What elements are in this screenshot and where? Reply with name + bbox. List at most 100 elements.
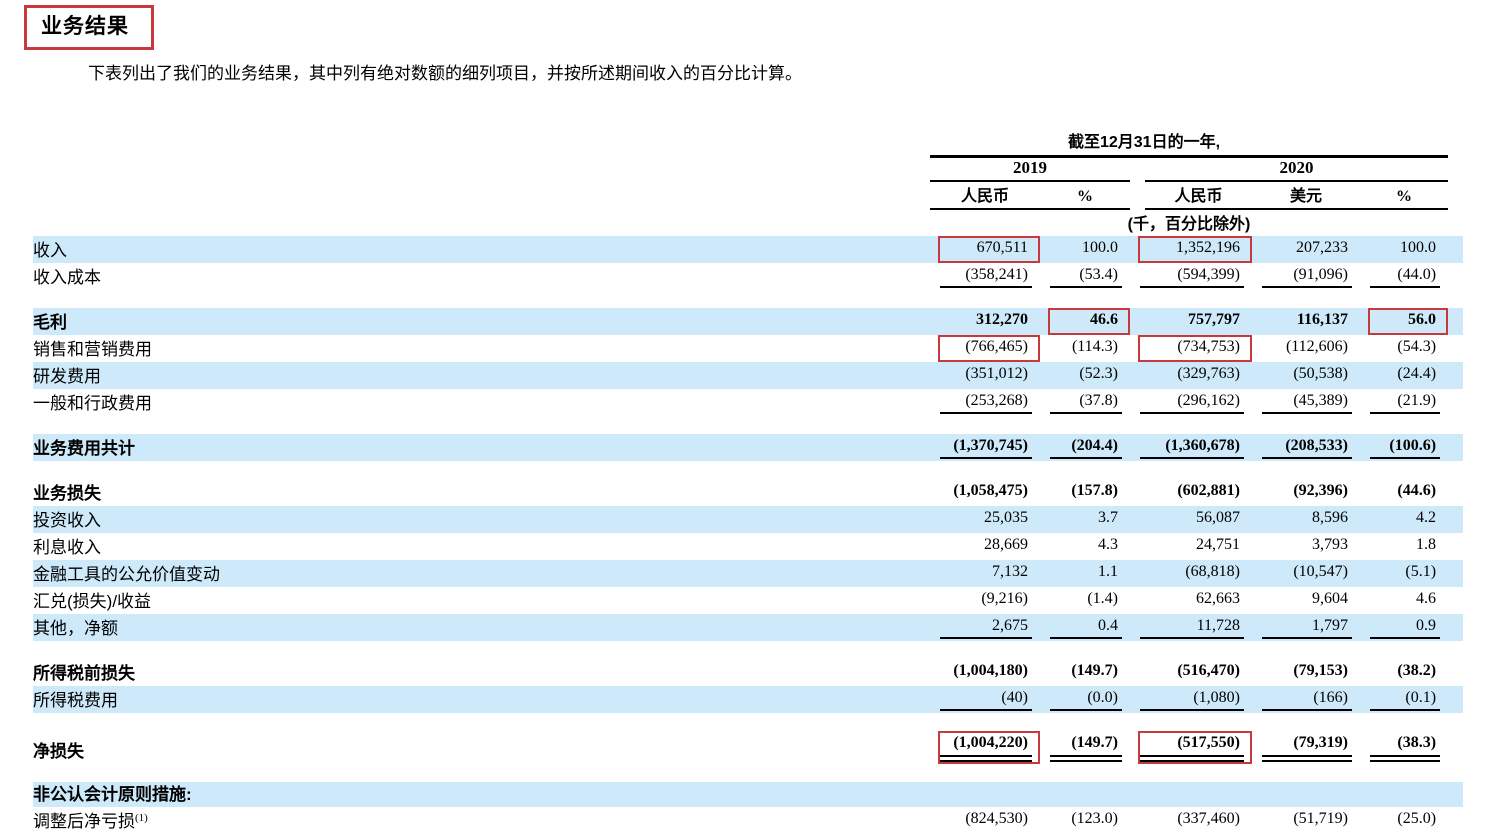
spacer-row	[33, 461, 1463, 479]
value-text: (208,533)	[1262, 436, 1352, 459]
value-cell: (44.6)	[1360, 479, 1448, 506]
value-box: (92,396)	[1260, 479, 1360, 506]
value-box: 207,233	[1260, 236, 1360, 263]
value-box: (1,360,678)	[1138, 434, 1252, 461]
table-row: 毛利 312,270 46.6 757,797 116,137 56.0	[33, 308, 1464, 335]
value-cell: (79,319)	[1252, 731, 1360, 764]
value-box: 0.9	[1368, 614, 1448, 641]
value-box: 4.6	[1368, 587, 1448, 614]
table-row: 研发费用 (351,012) (52.3) (329,763) (50,538) (24.…	[33, 362, 1464, 389]
value-cell: (123.0)	[1040, 807, 1130, 834]
value-cell: (5.1)	[1360, 560, 1448, 587]
row-label: 收入成本	[33, 268, 101, 287]
annotation-box: 46.6	[1048, 308, 1130, 335]
value-box: (824,530)	[938, 807, 1040, 834]
value-box: (149.7)	[1048, 659, 1130, 686]
value-box: (149.7)	[1048, 731, 1130, 764]
value-text: (123.0)	[1071, 810, 1118, 827]
value-cell: (329,763)	[1130, 362, 1252, 389]
col-header-rmb-2019: 人民币	[960, 188, 1009, 205]
value-text: 7,132	[992, 563, 1028, 580]
value-cell: (337,460)	[1130, 807, 1252, 834]
value-cell: 4.2	[1360, 506, 1448, 533]
value-text: 100.0	[1400, 239, 1437, 256]
value-text: 757,797	[1188, 311, 1240, 328]
intro-paragraph: 下表列出了我们的业务结果，其中列有绝对数额的细列项目，并按所述期间收入的百分比计…	[88, 64, 802, 83]
value-text: 28,669	[984, 536, 1028, 553]
table-row: 非公认会计原则措施:	[33, 782, 1464, 807]
value-box: 116,137	[1260, 308, 1360, 335]
value-text: (734,753)	[1177, 338, 1240, 355]
spacer-row	[33, 416, 1463, 434]
value-text: (329,763)	[1177, 365, 1240, 382]
value-box: (38.2)	[1368, 659, 1448, 686]
value-cell: (1,004,220)	[930, 731, 1040, 764]
row-pad	[1448, 587, 1463, 614]
value-cell: (0.1)	[1360, 686, 1448, 713]
value-cell	[1130, 782, 1252, 807]
value-text: (516,470)	[1177, 662, 1240, 679]
value-cell: (149.7)	[1040, 731, 1130, 764]
value-cell: (21.9)	[1360, 389, 1448, 416]
row-label: 一般和行政费用	[33, 394, 152, 413]
value-box: (37.8)	[1048, 389, 1130, 416]
row-label: 研发费用	[33, 367, 101, 386]
value-text: (351,012)	[965, 365, 1028, 382]
table-body: 收入 670,511 100.0 1,352,196 207,233 100.0 收入成本 (…	[33, 236, 1464, 834]
value-cell: (517,550)	[1130, 731, 1252, 764]
table-row: 销售和营销费用 (766,465) (114.3) (734,753) (112,606…	[33, 335, 1463, 362]
value-text: (1.4)	[1087, 590, 1118, 607]
annotation-box: (734,753)	[1138, 335, 1252, 362]
row-pad	[1448, 389, 1463, 416]
value-box	[938, 783, 1040, 807]
col-header-pct-2020: %	[1396, 188, 1412, 205]
value-cell: (37.8)	[1040, 389, 1130, 416]
value-box: 56,087	[1138, 506, 1252, 533]
value-box: (44.0)	[1368, 263, 1448, 290]
spacer-row	[33, 641, 1463, 659]
unit-note-row: (千，百分比除外)	[33, 210, 1463, 236]
value-text: (358,241)	[940, 265, 1032, 288]
table-row: 业务费用共计 (1,370,745) (204.4) (1,360,678) (208,…	[33, 434, 1464, 461]
value-box: 312,270	[938, 308, 1040, 335]
value-text: 312,270	[976, 311, 1028, 328]
row-pad	[1448, 533, 1463, 560]
value-text: (38.2)	[1397, 662, 1437, 679]
value-cell: 11,728	[1130, 614, 1252, 641]
value-cell: (25.0)	[1360, 807, 1448, 834]
annotation-box: (1,004,220)	[938, 731, 1040, 764]
value-text: 1,797	[1262, 616, 1352, 639]
value-cell: 1.8	[1360, 533, 1448, 560]
value-box: 25,035	[938, 506, 1040, 533]
value-text: (112,606)	[1285, 338, 1348, 355]
value-text: 207,233	[1296, 239, 1348, 256]
value-box: (9,216)	[938, 587, 1040, 614]
row-label: 销售和营销费用	[33, 340, 152, 359]
row-label: 其他，净额	[33, 619, 118, 638]
value-text: (766,465)	[965, 338, 1028, 355]
table-row: 收入成本 (358,241) (53.4) (594,399) (91,096) (44.…	[33, 263, 1463, 290]
value-box	[1138, 783, 1252, 807]
value-cell: (358,241)	[930, 263, 1040, 290]
value-box: 11,728	[1138, 614, 1252, 641]
value-text: (79,153)	[1293, 662, 1348, 679]
results-table: 截至12月31日的一年, 2019 2020 人民币	[33, 128, 1464, 834]
value-box: (166)	[1260, 686, 1360, 713]
row-label: 汇兑(损失)/收益	[33, 592, 152, 611]
value-cell: (594,399)	[1130, 263, 1252, 290]
value-cell: (766,465)	[930, 335, 1040, 362]
value-box: (0.1)	[1368, 686, 1448, 713]
row-pad	[1448, 335, 1463, 362]
value-box: (24.4)	[1368, 362, 1448, 389]
value-text: (53.4)	[1050, 265, 1122, 288]
value-box: 24,751	[1138, 533, 1252, 560]
page-title: 业务结果	[41, 15, 129, 38]
value-text: 4.6	[1416, 590, 1437, 607]
value-text: 62,663	[1196, 590, 1240, 607]
annotation-box: (766,465)	[938, 335, 1040, 362]
value-cell: 2,675	[930, 614, 1040, 641]
value-cell: 100.0	[1360, 236, 1448, 263]
row-label: 所得税费用	[33, 691, 118, 710]
value-box: (21.9)	[1368, 389, 1448, 416]
value-cell: (53.4)	[1040, 263, 1130, 290]
